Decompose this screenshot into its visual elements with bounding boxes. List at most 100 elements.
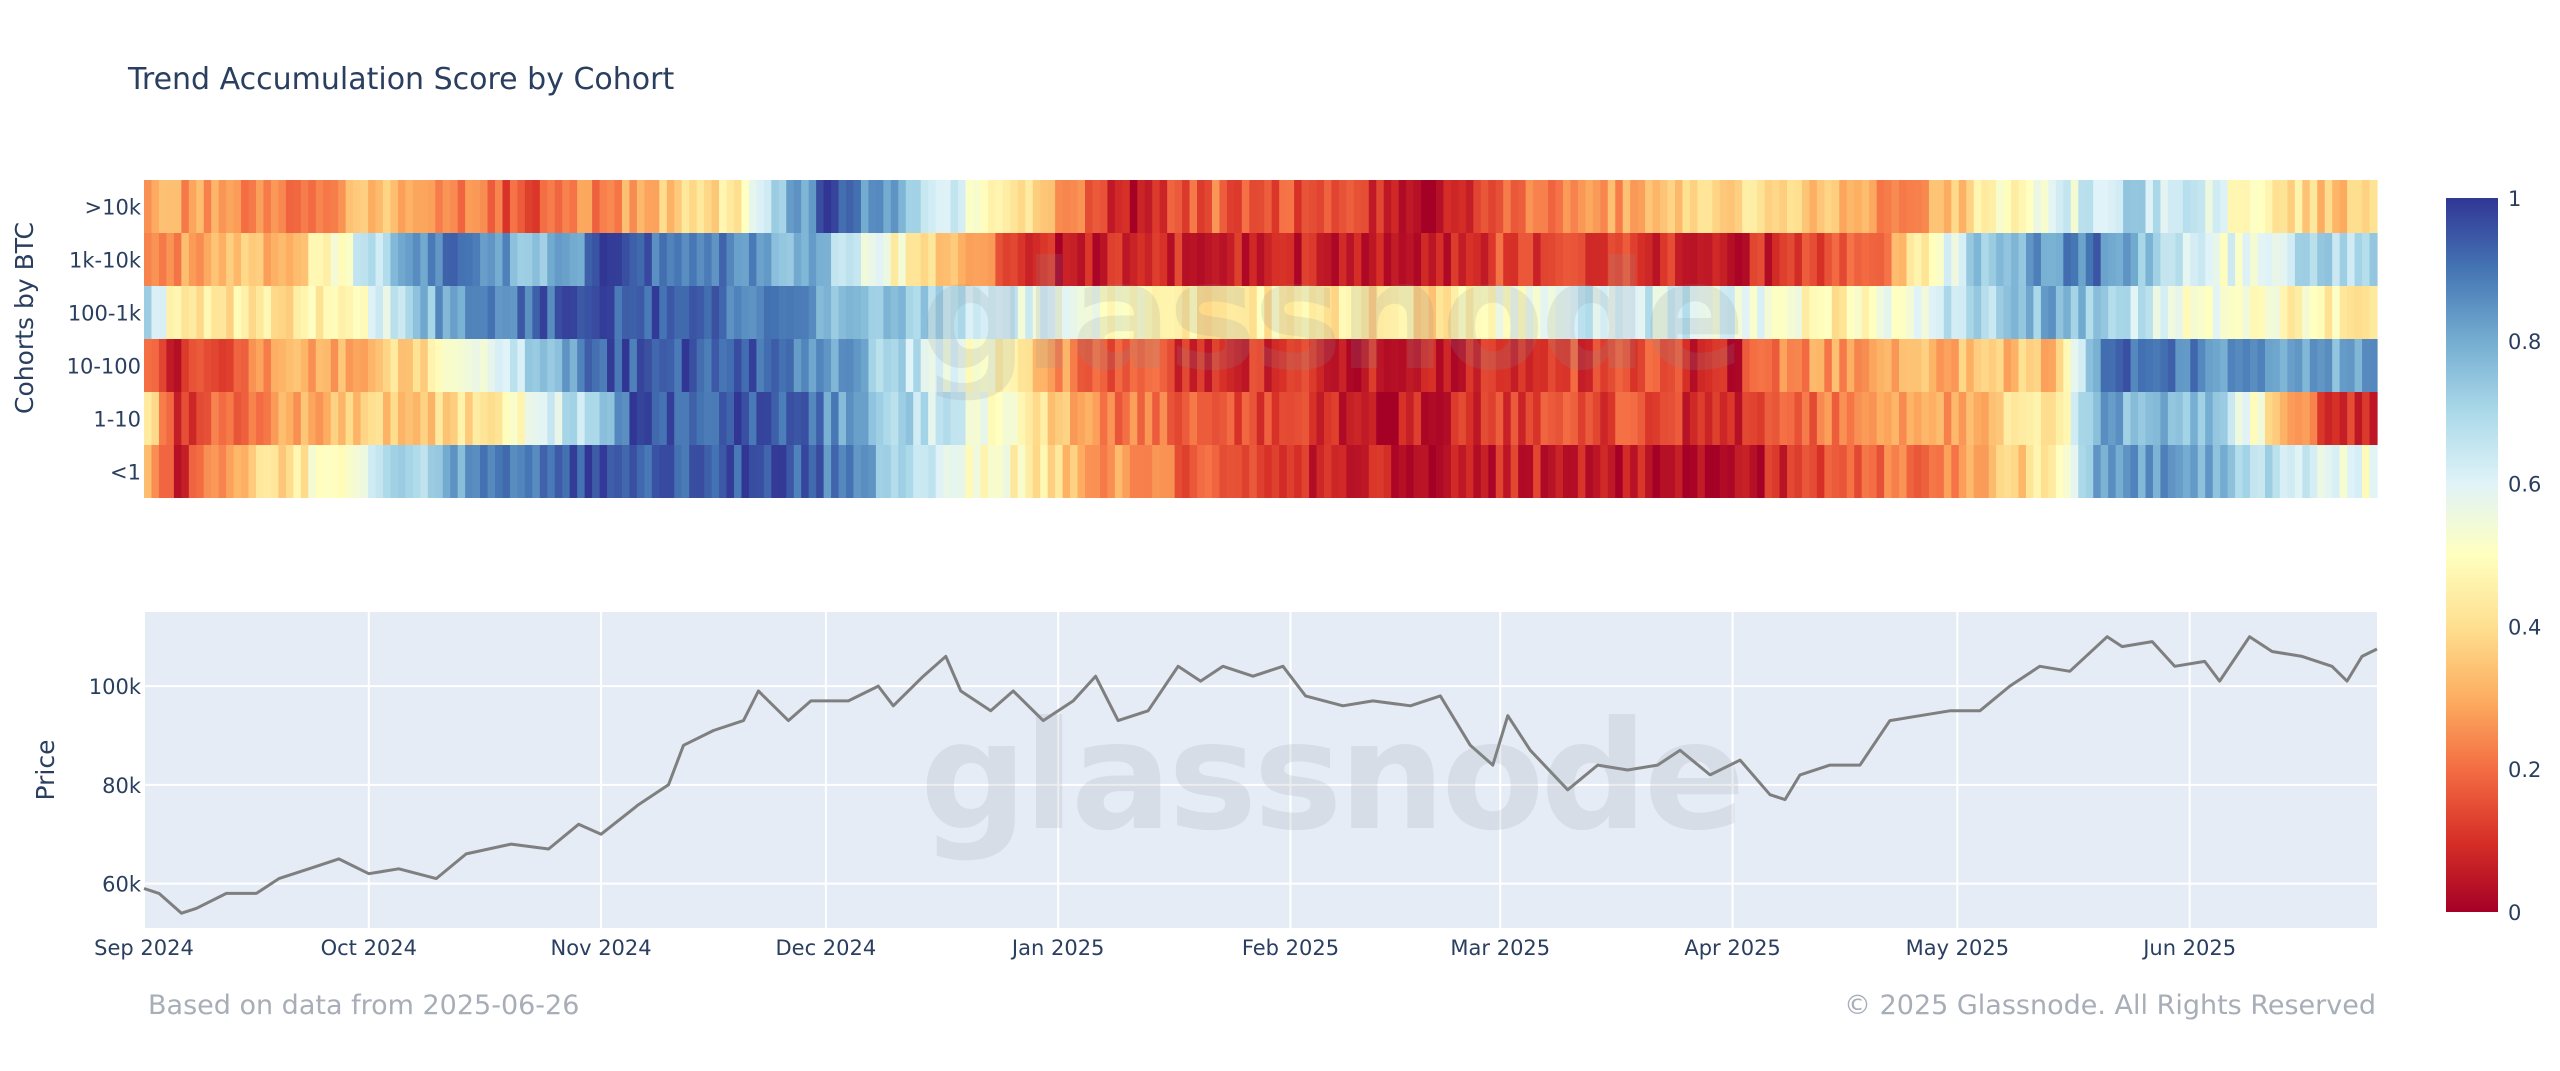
heatmap-cell xyxy=(1204,445,1213,498)
heatmap-cell xyxy=(980,339,989,392)
heatmap-cell xyxy=(1689,392,1698,445)
heatmap-cell xyxy=(323,286,332,339)
heatmap-cell xyxy=(1055,445,1064,498)
heatmap-cell xyxy=(1331,233,1340,286)
heatmap-cell xyxy=(450,445,459,498)
heatmap-cell xyxy=(1159,445,1168,498)
heatmap-cell xyxy=(1712,180,1721,233)
heatmap-cell xyxy=(778,392,787,445)
heatmap-cell xyxy=(323,233,332,286)
heatmap-cell xyxy=(353,286,362,339)
heatmap-cell xyxy=(2220,233,2229,286)
heatmap-cell xyxy=(629,445,638,498)
heatmap-cell xyxy=(1846,180,1855,233)
heatmap-cell xyxy=(577,339,586,392)
heatmap-cell xyxy=(1846,286,1855,339)
heatmap-cell xyxy=(285,392,294,445)
heatmap-cell xyxy=(2138,286,2147,339)
heatmap-cell xyxy=(1921,180,1930,233)
heatmap-cell xyxy=(980,392,989,445)
heatmap-cell xyxy=(644,286,653,339)
heatmap-cell xyxy=(2264,286,2274,339)
heatmap-cell xyxy=(308,180,317,233)
heatmap-cell xyxy=(823,392,832,445)
heatmap-cell xyxy=(1279,445,1288,498)
heatmap-cell xyxy=(1473,286,1482,339)
heatmap-cell xyxy=(1577,392,1586,445)
heatmap-cell xyxy=(1988,392,1997,445)
heatmap-cell xyxy=(1421,180,1430,233)
heatmap-cell xyxy=(1779,180,1788,233)
heatmap-cell xyxy=(853,445,862,498)
heatmap-cell xyxy=(1294,445,1303,498)
heatmap-cell xyxy=(853,286,862,339)
heatmap-cell xyxy=(1809,180,1818,233)
heatmap-cell xyxy=(412,392,421,445)
heatmap-cell xyxy=(442,445,451,498)
heatmap-cell xyxy=(1391,180,1400,233)
heatmap-cell xyxy=(517,233,526,286)
heatmap-cell xyxy=(898,180,907,233)
heatmap-cell xyxy=(733,339,743,392)
heatmap-cell xyxy=(2317,339,2326,392)
heatmap-cell xyxy=(2070,233,2079,286)
heatmap-cell xyxy=(502,392,511,445)
heatmap-cell xyxy=(375,392,384,445)
heatmap-cell xyxy=(801,286,810,339)
heatmap-cell xyxy=(427,339,436,392)
heatmap-cell xyxy=(1107,392,1116,445)
heatmap-cell xyxy=(2175,392,2184,445)
heatmap-cell xyxy=(1495,180,1504,233)
heatmap-cell xyxy=(651,392,660,445)
heatmap-cell xyxy=(375,286,384,339)
heatmap-cell xyxy=(793,445,802,498)
heatmap-cell xyxy=(868,233,877,286)
heatmap-cell xyxy=(256,233,265,286)
heatmap-cell xyxy=(1891,180,1900,233)
heatmap-cell xyxy=(1742,233,1751,286)
heatmap-cell xyxy=(1645,392,1654,445)
heatmap-cell xyxy=(1458,233,1467,286)
heatmap-cell xyxy=(345,233,354,286)
heatmap-cell xyxy=(621,180,631,233)
heatmap-cell xyxy=(1152,339,1161,392)
heatmap-cell xyxy=(1010,233,1019,286)
heatmap-cell xyxy=(607,286,616,339)
heatmap-cell xyxy=(1032,180,1041,233)
heatmap-cell xyxy=(151,233,160,286)
heatmap-cell xyxy=(1144,286,1153,339)
heatmap-cell xyxy=(539,180,548,233)
heatmap-cell xyxy=(368,286,377,339)
heatmap-cell xyxy=(1555,286,1564,339)
heatmap-cell xyxy=(1719,180,1728,233)
heatmap-cell xyxy=(681,392,690,445)
heatmap-cell xyxy=(1570,286,1579,339)
heatmap-cell xyxy=(808,339,817,392)
heatmap-cell xyxy=(1480,339,1489,392)
heatmap-cell xyxy=(1197,233,1206,286)
heatmap-cell xyxy=(1182,392,1191,445)
heatmap-cell xyxy=(1794,339,1803,392)
heatmap-cell xyxy=(2242,392,2251,445)
heatmap-cell xyxy=(1137,339,1146,392)
heatmap-cell xyxy=(1899,180,1908,233)
heatmap-cell xyxy=(1085,339,1094,392)
heatmap-cell xyxy=(2138,392,2147,445)
heatmap-cell xyxy=(1465,339,1474,392)
heatmap-cell xyxy=(1480,445,1489,498)
heatmap-cell xyxy=(1353,286,1362,339)
heatmap-cell xyxy=(375,339,384,392)
heatmap-cell xyxy=(1413,180,1422,233)
heatmap-cell xyxy=(1450,339,1460,392)
heatmap-cell xyxy=(1682,445,1691,498)
heatmap-cell xyxy=(2033,339,2042,392)
heatmap-cell xyxy=(375,445,384,498)
heatmap-cell xyxy=(1951,180,1960,233)
heatmap-cell xyxy=(793,286,802,339)
heatmap-cell xyxy=(158,286,168,339)
heatmap-cell xyxy=(1406,339,1415,392)
heatmap-cell xyxy=(270,392,280,445)
heatmap-cell xyxy=(1092,180,1101,233)
heatmap-cell xyxy=(741,339,750,392)
